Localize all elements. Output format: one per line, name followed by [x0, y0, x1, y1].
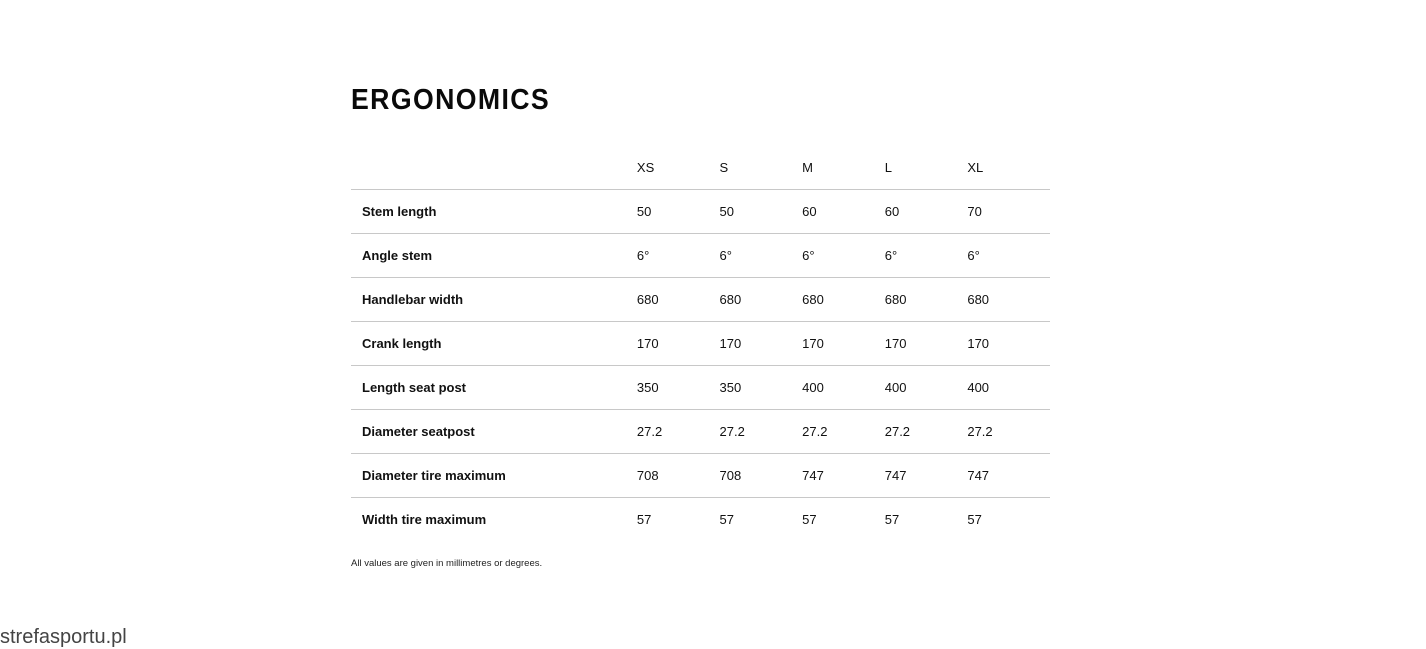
cell-value: 60: [802, 204, 817, 219]
table-row: Width tire maximum 57 57 57 57 57: [351, 497, 1050, 542]
cell-value: 170: [802, 336, 824, 351]
cell-value: 747: [967, 468, 990, 483]
cell-value: 708: [719, 468, 742, 483]
cell-value: 6°: [802, 248, 815, 263]
table-row: Angle stem 6° 6° 6° 6° 6°: [351, 233, 1050, 278]
cell-value: 6°: [636, 248, 650, 263]
units-note: All values are given in millimetres or d…: [351, 558, 543, 569]
watermark: strefasportu.pl: [0, 626, 127, 648]
cell-value: 27.2: [802, 424, 828, 439]
cell-value: 50: [636, 204, 652, 219]
cell-value: 57: [636, 512, 652, 527]
header-empty: [351, 145, 637, 190]
cell-value: 27.2: [719, 424, 745, 439]
cell-value: 400: [884, 380, 907, 395]
cell-value: 400: [802, 380, 824, 395]
table-row: Diameter seatpost 27.2 27.2 27.2 27.2 27.2: [351, 409, 1050, 454]
cell-value: 680: [719, 292, 742, 307]
cell-value: 70: [967, 204, 982, 219]
cell-value: 680: [636, 292, 659, 307]
cell-value: 6°: [884, 248, 898, 263]
cell-value: 680: [967, 292, 990, 307]
size-header-xl: XL: [967, 159, 984, 175]
cell-value: 680: [884, 292, 907, 307]
page-title: ERGONOMICS: [351, 84, 551, 116]
header-row: XS S M L XL: [351, 145, 1050, 190]
cell-value: 350: [719, 380, 742, 395]
table-row: Stem length 50 50 60 60 70: [351, 189, 1050, 234]
cell-value: 350: [636, 380, 659, 395]
cell-value: 27.2: [636, 424, 663, 439]
row-label: Diameter seatpost: [362, 424, 475, 439]
cell-value: 57: [967, 512, 982, 527]
size-header-m: M: [802, 159, 813, 175]
cell-value: 708: [636, 468, 659, 483]
cell-value: 170: [719, 336, 742, 351]
cell-value: 50: [719, 204, 734, 219]
cell-value: 57: [802, 512, 817, 527]
row-label: Angle stem: [362, 248, 433, 263]
cell-value: 170: [884, 336, 907, 351]
size-header-l: L: [884, 159, 892, 175]
cell-value: 60: [884, 204, 900, 219]
cell-value: 747: [884, 468, 907, 483]
table-row: Diameter tire maximum 708 708 747 747 747: [351, 453, 1050, 498]
row-label: Width tire maximum: [362, 512, 487, 527]
row-label: Diameter tire maximum: [362, 468, 506, 483]
cell-value: 27.2: [967, 424, 993, 439]
table-row: Crank length 170 170 170 170 170: [351, 321, 1050, 366]
row-label: Length seat post: [362, 380, 467, 395]
row-label: Crank length: [362, 336, 442, 351]
cell-value: 747: [802, 468, 824, 483]
row-label: Handlebar width: [362, 292, 464, 307]
size-header-s: S: [719, 159, 729, 175]
cell-value: 680: [802, 292, 824, 307]
size-header-xs: XS: [636, 159, 655, 175]
cell-value: 170: [967, 336, 990, 351]
cell-value: 57: [884, 512, 900, 527]
cell-value: 400: [967, 380, 990, 395]
table-row: Length seat post 350 350 400 400 400: [351, 365, 1050, 410]
cell-value: 6°: [719, 248, 732, 263]
cell-value: 170: [636, 336, 659, 351]
cell-value: 57: [719, 512, 734, 527]
cell-value: 27.2: [884, 424, 911, 439]
table-row: Handlebar width 680 680 680 680 680: [351, 277, 1050, 322]
row-label: Stem length: [362, 204, 437, 219]
cell-value: 6°: [967, 248, 980, 263]
ergonomics-table: XS S M L XL Stem length 50 50 60 60 70 Angle stem 6…: [351, 145, 1050, 541]
